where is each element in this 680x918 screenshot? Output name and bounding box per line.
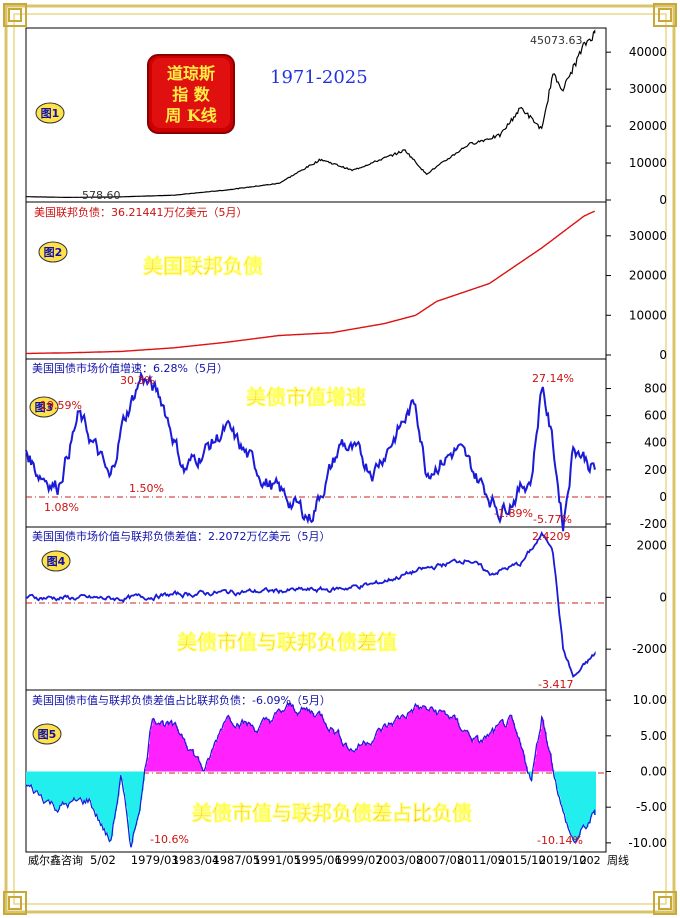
ytick-label-3-4: 600 (644, 409, 667, 423)
corner-ornament-tr (653, 3, 677, 27)
ytick-label-4-2: 2000 (636, 539, 667, 553)
growth-ann-6: -1.89% (494, 507, 533, 520)
ytick-label-2-0: 0 (659, 348, 667, 362)
ytick-label-3-3: 400 (644, 436, 667, 450)
ytick-label-1-3: 30000 (629, 82, 667, 96)
ytick-label-3-2: 200 (644, 463, 667, 477)
ratio-line (25, 701, 596, 848)
ytick-label-3-0: -200 (640, 517, 667, 531)
date-tick-4: 1991/05 (253, 853, 301, 867)
diff-line (25, 530, 596, 679)
plot-border (25, 27, 607, 853)
growth-ann-3: 1.08% (44, 501, 79, 514)
ytick-label-2-2: 20000 (629, 269, 667, 283)
date-tick-10: 2015/10 (498, 853, 546, 867)
date-tick-6: 1999/07 (335, 853, 383, 867)
growth-ann-1: 30.3% (120, 374, 155, 387)
ratio-positive-area (26, 702, 596, 772)
panel-badge-5: 图5 (38, 728, 57, 741)
ytick-label-5-0: -10.00 (628, 836, 667, 850)
panel-badge-2: 图2 (44, 246, 63, 259)
footer-period: 周线 (607, 853, 629, 867)
ytick-label-4-1: 0 (659, 590, 667, 604)
big-label-2: 美国联邦负债 (143, 254, 263, 278)
ytick-label-1-4: 40000 (629, 45, 667, 59)
panel-header-5: 美国国债市值与联邦负债差值占比联邦负债：-6.09%（5月） (32, 693, 331, 707)
date-tick-2: 1983/04 (172, 853, 220, 867)
ratio-low2-label: -10.14% (537, 834, 583, 847)
growth-line (25, 370, 596, 532)
dow-low-label: 578.60 (82, 189, 121, 202)
outer-border (4, 4, 676, 914)
y-axis-ticks: 0100002000030000400000100002000030000-20… (606, 45, 667, 850)
panel-badge-1: 图1 (41, 107, 60, 120)
ytick-label-2-1: 10000 (629, 308, 667, 322)
panel-header-3: 美国国债市场价值增速：6.28%（5月） (32, 361, 228, 375)
badge-line1: 道琼斯 (167, 64, 215, 83)
dow-line (26, 29, 596, 199)
date-tick-7: 2003/08 (376, 853, 424, 867)
ytick-label-1-1: 10000 (629, 156, 667, 170)
corner-ornament-tl (3, 3, 27, 27)
big-label-5: 美债市值与联邦负债差占比负债 (192, 801, 472, 825)
panel-badge-4: 图4 (47, 555, 66, 568)
panel-header-2: 美国联邦负债：36.21441万亿美元（5月） (34, 205, 247, 219)
date-tick-0: 5/02 (90, 853, 116, 867)
panel-badge-3: 图3 (35, 401, 54, 414)
ytick-label-5-3: 5.00 (640, 729, 667, 743)
badge-line3: 周 K线 (165, 106, 216, 125)
inner-border (13, 13, 667, 905)
ytick-label-3-1: 0 (659, 490, 667, 504)
growth-ann-7: -5.77% (533, 513, 572, 526)
dow-high-label: 45073.63 (530, 34, 583, 47)
corner-ornament-bl (3, 891, 27, 915)
growth-ann-5: 27.14% (532, 372, 574, 385)
footer-source: 威尔鑫咨询 (28, 853, 83, 867)
period-label: 1971-2025 (270, 67, 368, 88)
growth-ann-2: 19.59% (40, 399, 82, 412)
date-tick-1: 1979/03 (131, 853, 179, 867)
ytick-label-4-0: -2000 (632, 642, 667, 656)
debt-line (26, 210, 596, 355)
big-label-3: 美债市值增速 (246, 385, 366, 409)
panel-header-4: 美国国债市场价值与联邦负债差值：2.2072万亿美元（5月） (32, 529, 331, 543)
ytick-label-5-4: 10.00 (633, 693, 667, 707)
date-tick-8: 2007/08 (416, 853, 464, 867)
corner-ornament-br (653, 891, 677, 915)
ytick-label-3-5: 800 (644, 382, 667, 396)
ytick-label-1-2: 20000 (629, 119, 667, 133)
big-label-4: 美债市值与联邦负债差值 (177, 630, 397, 654)
date-tick-3: 1987/05 (212, 853, 260, 867)
badge-line2: 指 数 (172, 85, 211, 104)
ytick-label-5-2: 0.00 (640, 765, 667, 779)
ytick-label-1-0: 0 (659, 193, 667, 207)
diff-low-label: -3.417 (538, 678, 573, 691)
title-badge: 道琼斯 指 数 周 K线 (147, 54, 235, 134)
growth-ann-4: 1.50% (129, 482, 164, 495)
diff-high-label: 2.4209 (532, 530, 571, 543)
date-axis: 5/02 1979/031983/041987/051991/051995/061… (90, 853, 601, 867)
ratio-low1-label: -10.6% (150, 833, 189, 846)
date-tick-9: 2011/09 (457, 853, 505, 867)
date-tick-11: 2019/10 (539, 853, 587, 867)
ytick-label-5-1: -5.00 (636, 800, 667, 814)
ytick-label-2-3: 30000 (629, 229, 667, 243)
date-tick-5: 1995/06 (294, 853, 342, 867)
date-tick-12: 202 (580, 854, 601, 867)
